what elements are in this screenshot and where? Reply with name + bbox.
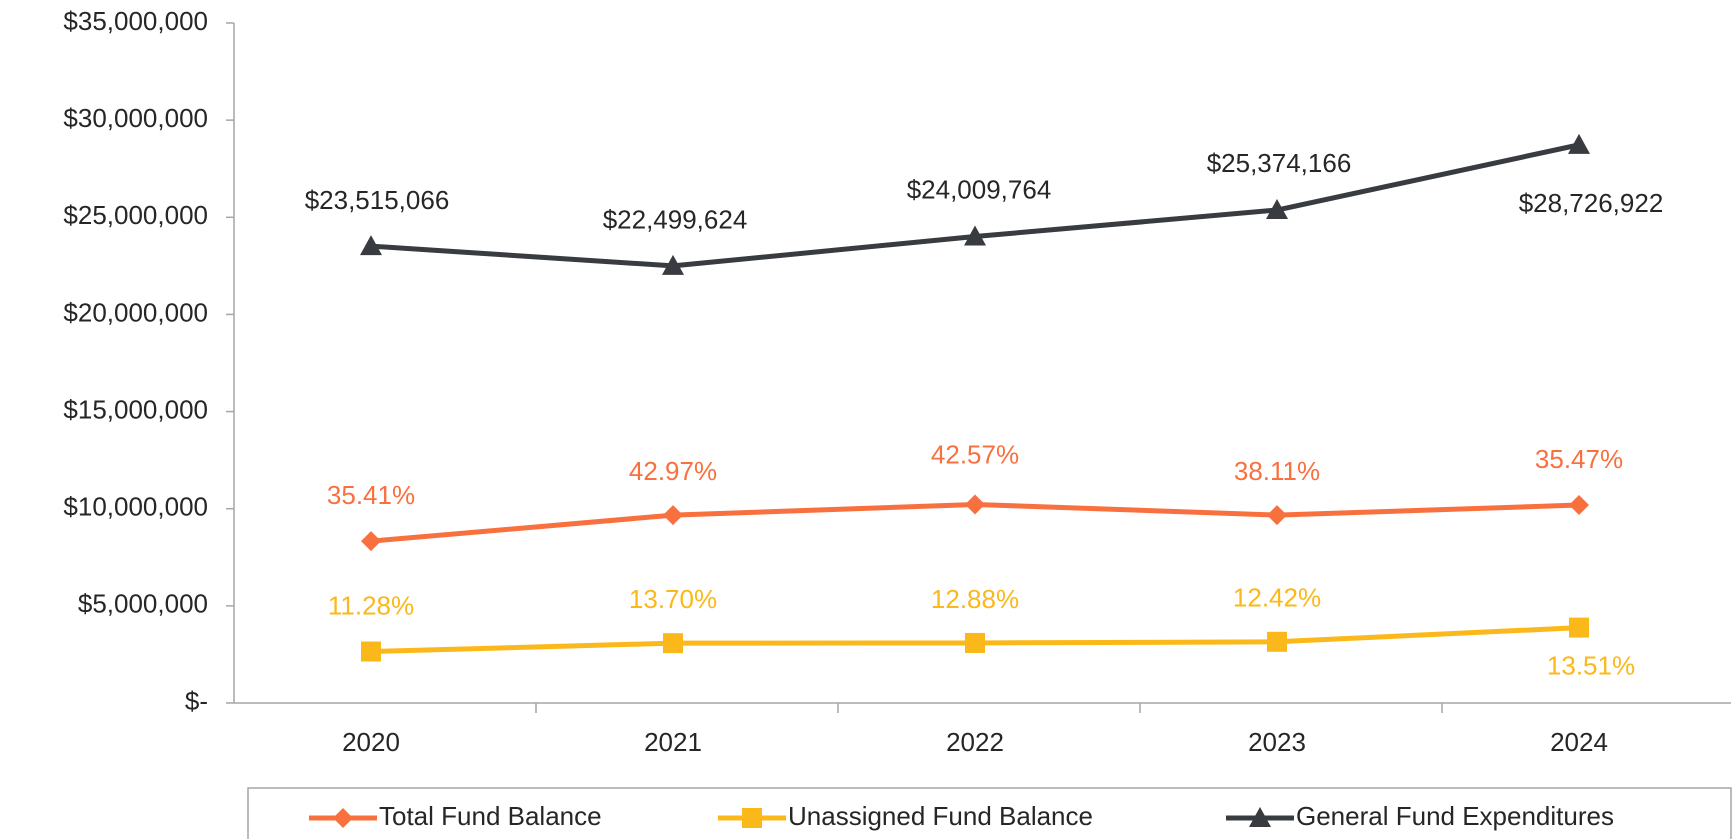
data-label: 12.42% — [1233, 583, 1321, 613]
data-label: $23,515,066 — [305, 185, 450, 215]
point-marker — [663, 505, 683, 526]
data-label: 11.28% — [328, 590, 414, 620]
data-label: $24,009,764 — [907, 174, 1052, 204]
y-tick-label: $5,000,000 — [78, 589, 208, 619]
x-tick-label: 2020 — [342, 727, 400, 757]
y-tick-label: $10,000,000 — [63, 492, 208, 522]
point-marker — [965, 494, 985, 515]
point-marker — [361, 641, 381, 662]
point-marker — [663, 633, 683, 654]
y-tick-label: $25,000,000 — [63, 200, 208, 230]
legend-label: General Fund Expenditures — [1296, 801, 1614, 831]
y-tick-label: $35,000,000 — [63, 6, 208, 36]
x-tick-label: 2023 — [1248, 727, 1306, 757]
y-tick-label: $20,000,000 — [63, 297, 208, 327]
data-label: 13.51% — [1547, 650, 1635, 680]
point-marker — [965, 632, 985, 653]
legend-marker — [742, 808, 762, 828]
point-marker — [1569, 495, 1589, 516]
point-marker — [1267, 505, 1287, 526]
point-marker — [361, 531, 381, 552]
data-label: 42.57% — [931, 439, 1019, 469]
point-marker — [1267, 631, 1287, 652]
point-marker — [662, 254, 684, 275]
data-label: 13.70% — [629, 584, 717, 614]
data-label: 38.11% — [1234, 456, 1320, 486]
x-tick-label: 2022 — [946, 727, 1004, 757]
y-tick-label: $15,000,000 — [63, 394, 208, 424]
legend-label: Unassigned Fund Balance — [788, 801, 1093, 831]
data-label: $28,726,922 — [1519, 188, 1664, 218]
x-tick-label: 2021 — [644, 727, 702, 757]
data-label: $22,499,624 — [603, 205, 748, 235]
legend-marker — [1249, 807, 1271, 827]
y-tick-label: $- — [185, 686, 208, 716]
point-marker — [1266, 199, 1288, 220]
data-label: 35.47% — [1535, 444, 1623, 474]
y-tick-label: $30,000,000 — [63, 103, 208, 133]
data-label: 42.97% — [629, 456, 717, 486]
legend-label: Total Fund Balance — [379, 801, 602, 831]
point-marker — [1568, 133, 1590, 154]
data-label: $25,374,166 — [1207, 148, 1352, 178]
legend-box — [247, 787, 1732, 839]
data-label: 12.88% — [931, 584, 1019, 614]
point-marker — [1569, 617, 1589, 638]
data-label: 35.41% — [327, 480, 415, 510]
legend-marker — [333, 808, 353, 828]
point-marker — [360, 235, 382, 256]
x-tick-label: 2024 — [1550, 727, 1608, 757]
series-line — [370, 142, 1580, 269]
point-marker — [964, 225, 986, 246]
